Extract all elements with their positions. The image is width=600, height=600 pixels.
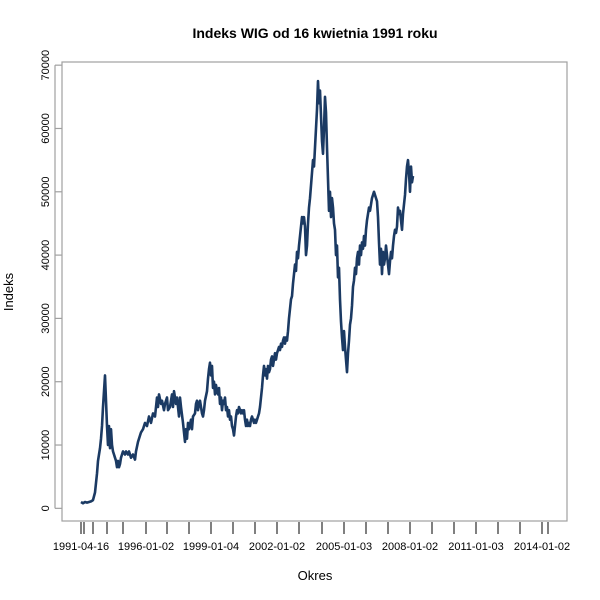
x-tick-label: 2011-01-03 [448, 541, 503, 553]
x-axis-label: Okres [298, 568, 333, 583]
y-tick-label: 70000 [40, 50, 52, 81]
y-tick-label: 20000 [40, 366, 52, 397]
x-tick-label: 2005-01-03 [316, 541, 372, 553]
x-tick-label: 1991-04-16 [53, 541, 109, 553]
x-tick-label: 2014-01-02 [514, 541, 570, 553]
x-tick-label: 2002-01-02 [249, 541, 305, 553]
series-line-wig [80, 79, 415, 505]
x-tick-label: 1996-01-02 [118, 541, 174, 553]
x-axis: 1991-04-16 1996-01-02 1999-01-04 2002-01-02… [53, 522, 570, 553]
chart-title: Indeks WIG od 16 kwietnia 1991 roku [192, 25, 437, 41]
y-axis-label: Indeks [1, 272, 16, 311]
y-tick-label: 10000 [40, 430, 52, 461]
x-tick-label: 1999-01-04 [183, 541, 239, 553]
series-layer [80, 79, 415, 505]
y-tick-label: 60000 [40, 113, 52, 144]
y-tick-label: 50000 [40, 176, 52, 207]
plot-area-border [61, 61, 568, 522]
y-tick-label: 0 [40, 505, 52, 511]
y-tick-label: 30000 [40, 303, 52, 334]
y-axis: 0 10000 20000 30000 40000 50000 60000 70000 [40, 50, 62, 511]
y-tick-label: 40000 [40, 240, 52, 271]
x-tick-label: 2008-01-02 [382, 541, 438, 553]
